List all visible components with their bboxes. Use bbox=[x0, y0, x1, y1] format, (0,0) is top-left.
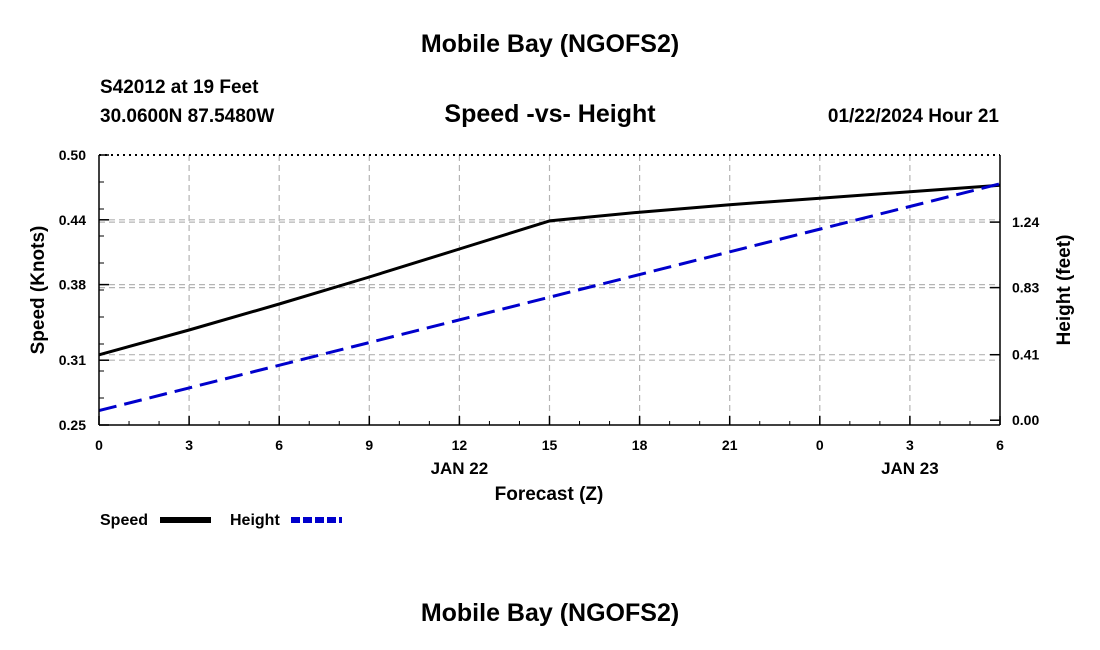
y2-tick-label: 1.24 bbox=[1012, 214, 1039, 230]
legend-label-speed: Speed bbox=[100, 512, 148, 529]
y2-tick-label: 0.00 bbox=[1012, 412, 1039, 428]
x-tick-label: 12 bbox=[452, 437, 468, 453]
grid-layer bbox=[99, 155, 1000, 425]
y-tick-label: 0.44 bbox=[59, 212, 86, 228]
x-tick-label: 0 bbox=[95, 437, 103, 453]
date-label: JAN 22 bbox=[431, 459, 489, 478]
x-tick-label: 3 bbox=[906, 437, 914, 453]
legend-label-height: Height bbox=[230, 512, 280, 529]
station-label: S42012 at 19 Feet bbox=[100, 77, 259, 98]
x-tick-label: 6 bbox=[996, 437, 1004, 453]
coordinates-label: 30.0600N 87.5480W bbox=[100, 106, 275, 127]
x-tick-label: 18 bbox=[632, 437, 648, 453]
y2-axis-title: Height (feet) bbox=[1054, 235, 1075, 346]
y-axis-title: Speed (Knots) bbox=[28, 226, 49, 355]
x-tick-label: 21 bbox=[722, 437, 738, 453]
x-axis-title: Forecast (Z) bbox=[495, 484, 604, 505]
x-tick-label: 0 bbox=[816, 437, 824, 453]
chart-title: Mobile Bay (NGOFS2) bbox=[420, 30, 680, 58]
x-tick-label: 9 bbox=[365, 437, 373, 453]
series-line-speed bbox=[98, 183, 1001, 357]
y2-tick-label: 0.41 bbox=[1012, 347, 1039, 363]
y-tick-label: 0.31 bbox=[59, 352, 86, 368]
x-tick-label: 3 bbox=[185, 437, 193, 453]
y-tick-label: 0.50 bbox=[59, 147, 86, 163]
footer-title: Mobile Bay (NGOFS2) bbox=[420, 599, 680, 627]
x-tick-label: 6 bbox=[275, 437, 283, 453]
series-layer bbox=[98, 182, 1001, 413]
date-label: JAN 23 bbox=[881, 459, 939, 478]
axis-layer: 0 3 6 9 12 15 18 21 0 3 6 JAN 22 JAN 23 Forecast (Z) 0… bbox=[28, 147, 1075, 505]
chart-subtitle: Speed -vs- Height bbox=[444, 100, 656, 128]
y2-tick-label: 0.83 bbox=[1012, 280, 1039, 296]
legend-layer: Speed Height bbox=[100, 512, 342, 529]
forecast-datetime: 01/22/2024 Hour 21 bbox=[827, 106, 999, 127]
x-tick-label: 15 bbox=[542, 437, 558, 453]
y-tick-label: 0.25 bbox=[59, 417, 86, 433]
y-tick-label: 0.38 bbox=[59, 277, 86, 293]
